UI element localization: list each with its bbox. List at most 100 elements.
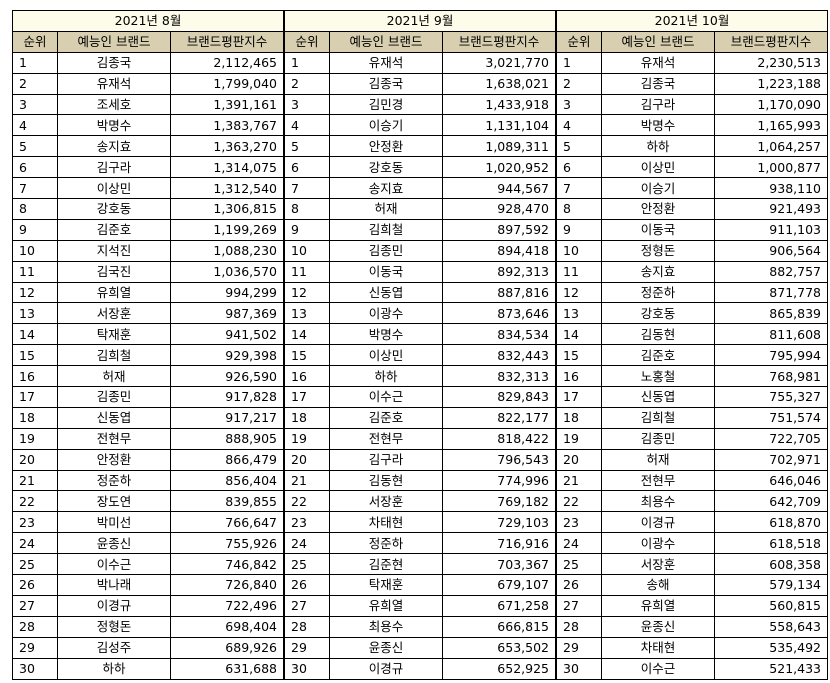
score-cell: 911,103 [714,218,828,241]
brand-name-cell: 김국진 [57,260,171,283]
rank-cell: 19 [12,427,58,450]
brand-name-cell: 전현무 [57,427,171,450]
brand-reputation-table: 2021년 8월 2021년 9월 2021년 10월 순위 예능인 브랜드 브… [12,10,828,680]
rank-cell: 4 [555,114,602,137]
rank-cell: 9 [283,218,330,241]
brand-name-cell: 안정환 [57,448,171,471]
score-cell: 906,564 [714,239,828,262]
rank-cell: 17 [12,386,58,408]
brand-name-cell: 노홍철 [601,365,715,388]
score-cell: 769,182 [442,490,557,513]
rank-cell: 18 [555,406,602,429]
rank-cell: 13 [283,302,330,325]
table-row: 4 박명수 1,383,767 4 이승기 1,131,104 4 박명수 1,165,993 [12,114,828,137]
name-header: 예능인 브랜드 [57,30,171,53]
brand-name-cell: 이수근 [601,657,715,680]
brand-name-cell: 정형돈 [57,615,171,638]
rank-cell: 1 [555,51,602,74]
table-row: 8 강호동 1,306,815 8 허재 928,470 8 안정환 921,493 [12,198,828,220]
brand-name-cell: 장도연 [57,490,171,513]
brand-name-cell: 허재 [601,448,715,471]
score-cell: 679,107 [442,574,557,596]
brand-name-cell: 송지효 [57,135,171,158]
score-cell: 873,646 [442,302,557,325]
score-cell: 755,327 [714,386,828,408]
score-cell: 1,089,311 [442,135,557,158]
score-cell: 832,313 [442,365,557,388]
score-cell: 722,705 [714,427,828,450]
score-cell: 866,479 [170,448,285,471]
brand-name-cell: 이동국 [601,218,715,241]
score-cell: 1,020,952 [442,156,557,179]
rank-cell: 23 [555,511,602,534]
rank-cell: 28 [12,615,58,638]
rank-cell: 26 [12,574,58,596]
score-cell: 631,688 [170,657,285,680]
brand-name-cell: 전현무 [601,469,715,492]
score-cell: 729,103 [442,511,557,534]
score-cell: 929,398 [170,344,285,367]
table-row: 18 신동엽 917,217 18 김준호 822,177 18 김희철 751,574 [12,406,828,429]
rank-cell: 12 [283,281,330,304]
score-cell: 722,496 [170,594,285,617]
score-cell: 766,647 [170,511,285,534]
table-row: 30 하하 631,688 30 이경규 652,925 30 이수근 521,433 [12,657,828,680]
score-cell: 2,230,513 [714,51,828,74]
score-cell: 1,088,230 [170,239,285,262]
rank-header: 순위 [283,30,330,53]
brand-name-cell: 김준호 [329,406,443,429]
score-cell: 892,313 [442,260,557,283]
table-row: 20 안정환 866,479 20 김구라 796,543 20 허재 702,971 [12,448,828,471]
brand-name-cell: 김구라 [329,448,443,471]
brand-name-cell: 김성주 [57,636,171,659]
rank-cell: 27 [283,594,330,617]
score-cell: 1,036,570 [170,260,285,283]
score-cell: 1,170,090 [714,93,828,116]
table-row: 9 김준호 1,199,269 9 김희철 897,592 9 이동국 911,103 [12,218,828,241]
rank-cell: 14 [12,323,58,346]
brand-name-cell: 이동국 [329,260,443,283]
score-cell: 560,815 [714,594,828,617]
brand-name-cell: 신동엽 [329,281,443,304]
rank-cell: 24 [12,532,58,555]
rank-cell: 30 [283,657,330,680]
score-cell: 1,000,877 [714,156,828,179]
brand-name-cell: 정준하 [57,469,171,492]
table-row: 21 정준하 856,404 21 김동현 774,996 21 전현무 646,046 [12,469,828,492]
brand-name-cell: 송해 [601,574,715,596]
brand-name-cell: 박명수 [329,323,443,346]
rank-cell: 13 [12,302,58,325]
score-cell: 1,199,269 [170,218,285,241]
score-cell: 642,709 [714,490,828,513]
score-cell: 646,046 [714,469,828,492]
brand-name-cell: 신동엽 [601,386,715,408]
brand-name-cell: 김민경 [329,93,443,116]
brand-name-cell: 유희열 [329,594,443,617]
brand-name-cell: 하하 [329,365,443,388]
brand-name-cell: 이광수 [601,532,715,555]
brand-name-cell: 강호동 [601,302,715,325]
rank-cell: 29 [12,636,58,659]
rank-header: 순위 [555,30,602,53]
brand-name-cell: 허재 [57,365,171,388]
brand-name-cell: 김종민 [57,386,171,408]
score-cell: 698,404 [170,615,285,638]
score-cell: 702,971 [714,448,828,471]
brand-name-cell: 조세호 [57,93,171,116]
brand-name-cell: 이승기 [329,114,443,137]
brand-name-cell: 이상민 [329,344,443,367]
score-cell: 716,916 [442,532,557,555]
score-cell: 751,574 [714,406,828,429]
rank-cell: 26 [555,574,602,596]
table-row: 27 이경규 722,496 27 유희열 671,258 27 유희열 560,815 [12,594,828,617]
rank-cell: 5 [283,135,330,158]
table-row: 6 김구라 1,314,075 6 강호동 1,020,952 6 이상민 1,000,877 [12,156,828,179]
score-cell: 558,643 [714,615,828,638]
rank-cell: 24 [283,532,330,555]
rank-cell: 25 [283,553,330,576]
table-row: 24 윤종신 755,926 24 정준하 716,916 24 이광수 618,518 [12,532,828,555]
table-row: 3 조세호 1,391,161 3 김민경 1,433,918 3 김구라 1,170,090 [12,93,828,116]
score-cell: 941,502 [170,323,285,346]
rank-cell: 4 [12,114,58,137]
brand-name-cell: 이상민 [601,156,715,179]
